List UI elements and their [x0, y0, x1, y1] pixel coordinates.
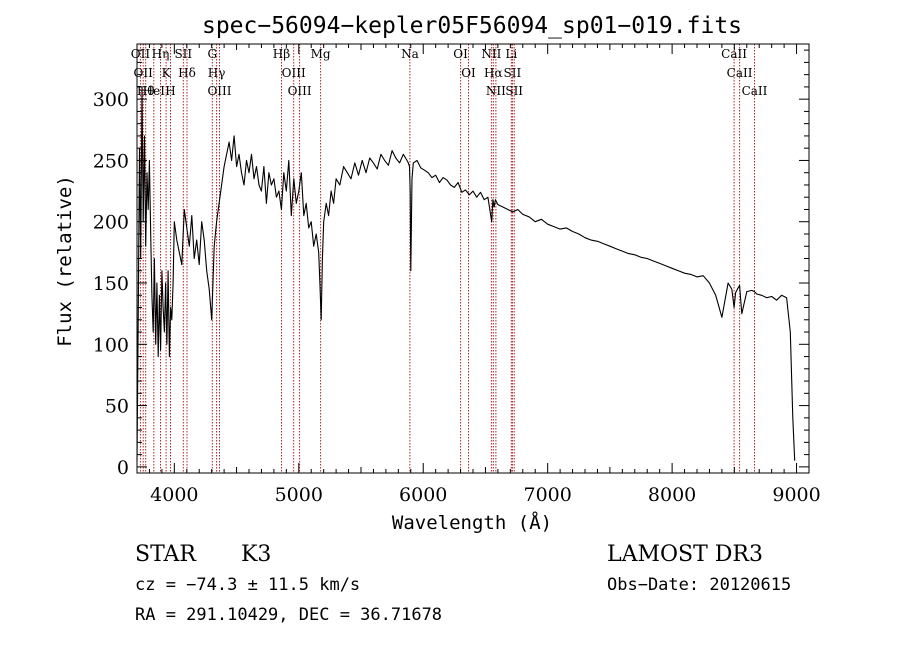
line-label: SII — [504, 66, 522, 80]
x-tick-label: 8000 — [648, 484, 696, 506]
line-label: OII — [134, 66, 154, 80]
y-tick-label: 250 — [93, 150, 129, 172]
line-label: OIII — [207, 84, 231, 98]
y-tick-label: 0 — [117, 457, 129, 479]
line-label: Hβ — [273, 47, 290, 61]
line-label: CaII — [721, 47, 747, 61]
line-label: CaII — [727, 66, 753, 80]
line-label: SII — [174, 47, 192, 61]
chart-title: spec−56094−kepler05F56094_sp01−019.fits — [202, 13, 742, 39]
line-label: G — [208, 47, 218, 61]
y-tick-label: 200 — [93, 212, 129, 234]
y-axis-label: Flux (relative) — [54, 175, 76, 347]
object-subclass: K3 — [241, 542, 271, 567]
line-label: OII — [131, 47, 151, 61]
object-class: STAR — [135, 542, 197, 567]
line-label: H — [165, 84, 175, 98]
x-tick-label: 4000 — [150, 484, 198, 506]
plot-frame — [136, 43, 810, 474]
line-label: Mg — [311, 47, 331, 61]
line-label: OIII — [282, 66, 306, 80]
line-label: Na — [401, 47, 419, 61]
line-label: NII — [486, 84, 506, 98]
y-tick-label: 100 — [93, 334, 129, 356]
survey-name: LAMOST DR3 — [607, 542, 763, 567]
line-label: Hη — [152, 47, 170, 61]
x-tick-label: 9000 — [772, 484, 820, 506]
observation-date: Obs−Date: 20120615 — [607, 575, 791, 595]
y-axis-ticks: 0 50 100 150 200 250 300 — [93, 49, 809, 479]
x-tick-label: 7000 — [523, 484, 571, 506]
line-label: K — [162, 66, 172, 80]
coordinates: RA = 291.10429, DEC = 36.71678 — [135, 605, 442, 625]
line-label: Li — [505, 47, 517, 61]
line-label: OIII — [288, 84, 312, 98]
y-tick-label: 150 — [93, 273, 129, 295]
line-label: Hγ — [208, 66, 226, 80]
line-label: NII — [481, 47, 501, 61]
x-tick-label: 5000 — [275, 484, 323, 506]
spectral-line-markers — [139, 44, 755, 473]
x-axis-label: Wavelength (Å) — [392, 511, 552, 534]
line-label: Hδ — [178, 66, 196, 80]
y-tick-label: 300 — [93, 89, 129, 111]
line-label: HeI — [143, 84, 166, 98]
line-label: CaII — [742, 84, 768, 98]
y-tick-label: 50 — [105, 396, 129, 418]
line-label: OI — [461, 66, 476, 80]
line-label: OI — [453, 47, 468, 61]
x-tick-label: 6000 — [399, 484, 447, 506]
line-label: Hα — [484, 66, 503, 80]
redshift-info: cz = −74.3 ± 11.5 km/s — [135, 575, 360, 595]
x-axis-ticks: 4000 5000 6000 7000 8000 9000 — [148, 44, 821, 506]
spectrum-line — [136, 86, 796, 461]
line-label: SII — [505, 84, 523, 98]
line-label: Hθ — [137, 84, 155, 98]
